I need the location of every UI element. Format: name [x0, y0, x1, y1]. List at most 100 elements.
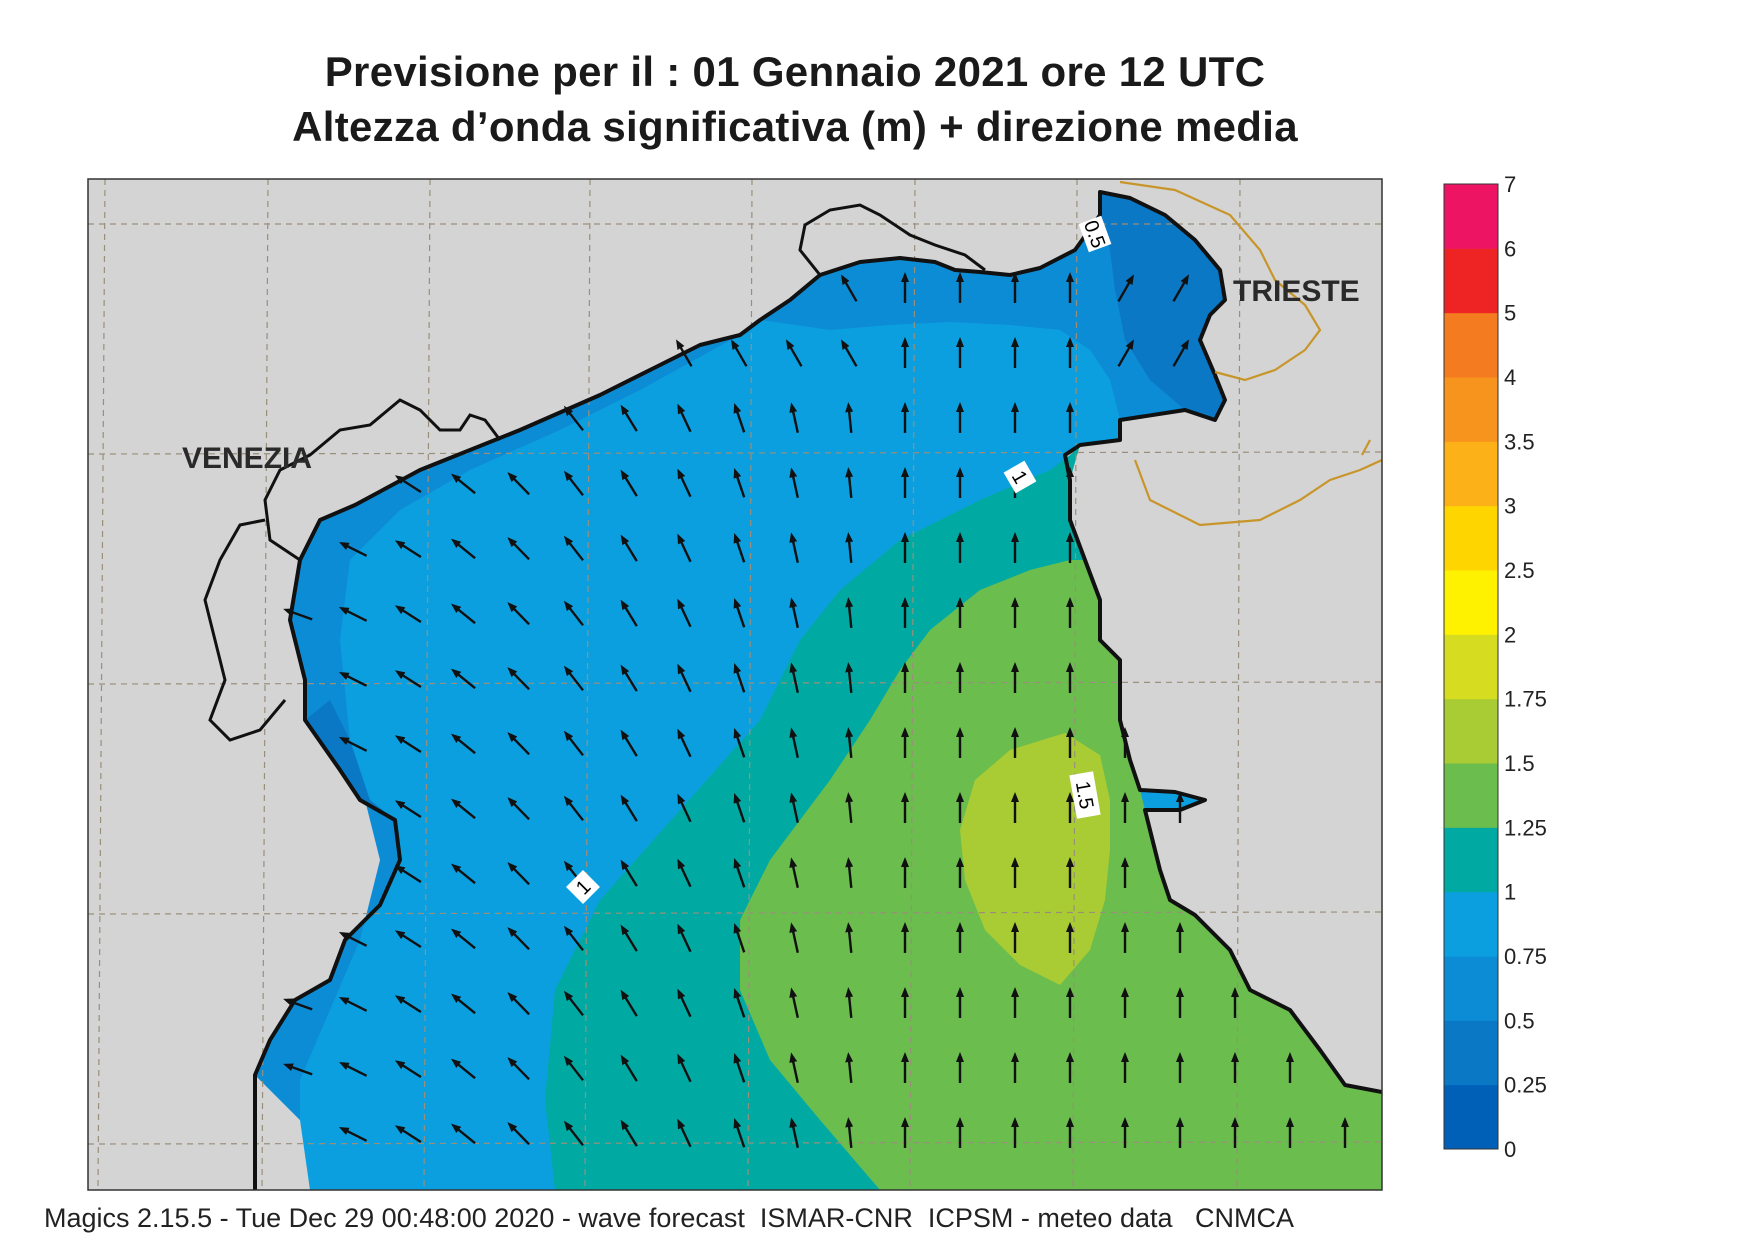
wave-direction-arrow	[394, 475, 422, 494]
wave-direction-arrow	[845, 402, 854, 434]
wave-direction-arrow	[394, 930, 422, 949]
colorbar-tick-label: 7	[1504, 172, 1516, 197]
wave-direction-arrow	[394, 1125, 422, 1144]
wave-direction-arrow	[733, 662, 746, 693]
colorbar-tick-label: 5	[1504, 301, 1516, 326]
colorbar-swatch	[1444, 698, 1498, 764]
colorbar-tick-label: 2.5	[1504, 558, 1535, 583]
colorbar-tick-label: 0.25	[1504, 1073, 1547, 1098]
wave-direction-arrow	[394, 800, 422, 819]
wave-direction-arrow	[563, 1055, 584, 1082]
wave-direction-arrow	[283, 1063, 313, 1076]
wave-direction-arrow	[507, 1122, 530, 1146]
wave-direction-arrow	[394, 995, 422, 1014]
wave-direction-arrow	[733, 467, 746, 498]
wave-direction-arrow	[676, 339, 693, 367]
wave-direction-arrow	[789, 662, 799, 693]
wave-direction-arrow	[507, 1057, 530, 1081]
wave-direction-arrow	[620, 859, 638, 887]
colorbar-tick-label: 1.75	[1504, 687, 1547, 712]
lat-lon-grid	[88, 179, 1382, 1190]
wave-direction-arrow	[677, 663, 692, 693]
wave-direction-arrow	[620, 729, 638, 757]
wave-direction-arrow	[451, 863, 476, 885]
city-label-venezia: VENEZIA	[182, 442, 312, 475]
wave-direction-arrow	[845, 1052, 854, 1084]
wave-direction-arrow	[789, 727, 799, 758]
wave-direction-arrow	[789, 1117, 799, 1148]
wave-direction-arrow	[620, 924, 638, 952]
wave-direction-arrow	[845, 987, 854, 1019]
contour-label-1-5: 1.5	[1069, 771, 1101, 819]
wave-direction-arrow	[507, 472, 530, 496]
wave-direction-arrow	[451, 993, 476, 1015]
colorbar-tick-label: 1.25	[1504, 815, 1547, 840]
wave-band-0-5-0-75-north	[760, 192, 1225, 420]
wave-direction-arrow	[620, 1119, 638, 1147]
wave-direction-arrow	[507, 797, 530, 821]
wave-direction-arrow	[845, 532, 854, 564]
colorbar-tick-label: 0.75	[1504, 944, 1547, 969]
colorbar-tick-label: 2	[1504, 622, 1516, 647]
wave-direction-arrow	[845, 727, 854, 759]
wave-direction-arrow	[845, 467, 854, 499]
wave-direction-arrow	[507, 667, 530, 691]
wave-direction-arrow	[620, 404, 638, 432]
colorbar-tick-label: 3.5	[1504, 429, 1535, 454]
wave-direction-arrow	[507, 862, 530, 886]
colorbar-tick-label: 0	[1504, 1137, 1516, 1162]
wave-band-0-5-0-75-west	[255, 335, 740, 1120]
colorbar-swatch	[1444, 827, 1498, 893]
colorbar-swatch	[1444, 505, 1498, 571]
wave-direction-arrow	[451, 603, 476, 625]
wave-direction-arrow	[563, 990, 584, 1017]
wave-direction-arrow	[845, 857, 854, 889]
wave-direction-arrow	[789, 467, 799, 498]
wave-direction-arrow	[620, 664, 638, 692]
colorbar-tick-label: 0.5	[1504, 1008, 1535, 1033]
wave-direction-arrow	[677, 988, 692, 1018]
wave-direction-arrow	[283, 998, 313, 1011]
wave-direction-arrow	[338, 541, 368, 557]
wave-direction-arrow	[789, 1052, 799, 1083]
wave-direction-arrow	[845, 922, 854, 954]
wave-direction-arrow	[563, 405, 584, 432]
wave-direction-arrow	[677, 598, 692, 628]
wave-direction-arrow	[677, 1118, 692, 1148]
wave-direction-arrow	[677, 1053, 692, 1083]
coastline	[253, 190, 1382, 1190]
wave-direction-arrow	[1172, 274, 1189, 302]
wave-direction-arrow	[845, 792, 854, 824]
colorbar-swatch	[1444, 184, 1498, 249]
venice-lagoon-coast	[203, 203, 986, 742]
wave-direction-arrow	[451, 1058, 476, 1080]
colorbar-swatch	[1444, 570, 1498, 635]
contour-label-0-5: 0.5	[1078, 215, 1112, 253]
wave-direction-arrow	[620, 599, 638, 627]
variable-title: Altezza d’onda significativa (m) + direz…	[292, 103, 1298, 150]
wave-direction-arrow	[338, 1061, 368, 1077]
wave-direction-arrow	[338, 996, 368, 1012]
wave-direction-arrow	[1172, 339, 1189, 367]
wave-direction-arrow	[677, 728, 692, 758]
colorbar-frame	[1443, 183, 1499, 1150]
wave-direction-arrow	[845, 597, 854, 629]
wave-direction-arrow	[563, 730, 584, 757]
wave-direction-arrow	[507, 732, 530, 756]
colorbar-swatch	[1444, 763, 1498, 828]
wave-direction-arrow	[394, 735, 422, 754]
wave-direction-arrow	[563, 925, 584, 952]
colorbar-legend: 0 0.25 0.5 0.75 1 1.25 1.5 1.75 2 2.5 3 3.5 4 5 6 7	[1443, 172, 1547, 1162]
wave-direction-arrow	[789, 402, 799, 433]
wave-direction-arrow	[338, 606, 368, 622]
wave-direction-arrow	[786, 339, 803, 367]
wave-direction-arrow	[563, 535, 584, 562]
wave-direction-arrow	[677, 533, 692, 563]
wave-direction-arrow	[733, 727, 746, 758]
wave-direction-arrow	[507, 927, 530, 951]
wave-direction-arrow	[733, 792, 746, 823]
colorbar-tick-label: 3	[1504, 494, 1516, 519]
wave-direction-arrow	[841, 274, 858, 302]
colorbar-swatch	[1444, 441, 1498, 507]
wave-direction-arrow	[620, 989, 638, 1017]
